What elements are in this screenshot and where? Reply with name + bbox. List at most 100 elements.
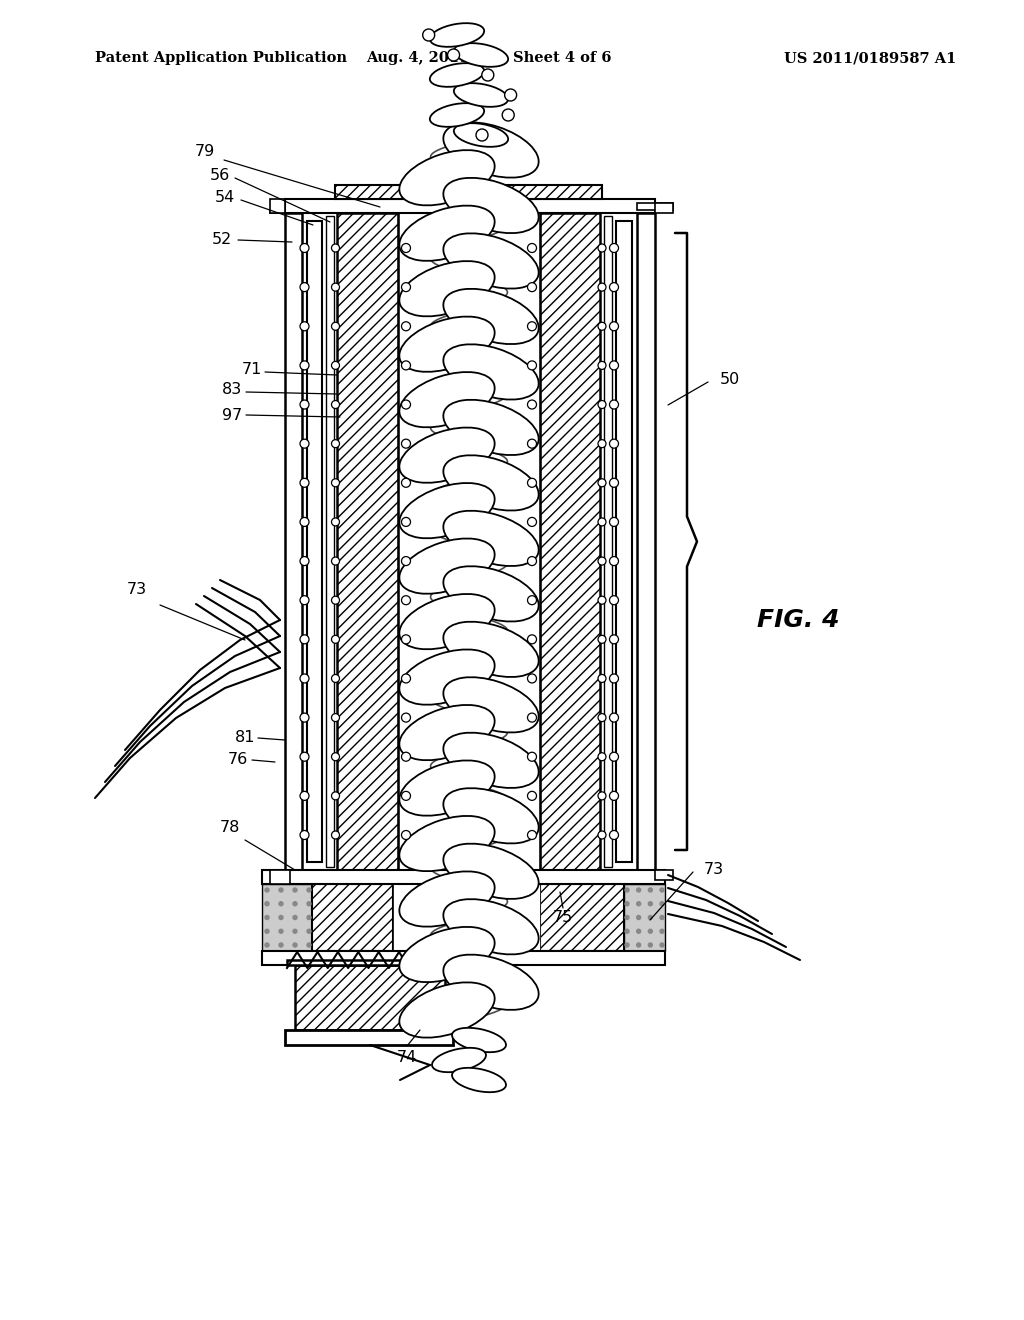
Circle shape [300,830,309,840]
Circle shape [300,243,309,252]
Circle shape [307,888,311,892]
Circle shape [265,942,269,946]
Circle shape [300,557,309,565]
Circle shape [332,557,340,565]
Polygon shape [270,211,285,213]
Circle shape [609,675,618,682]
Circle shape [598,714,606,722]
Bar [604,216,612,867]
Ellipse shape [454,123,508,147]
Circle shape [279,929,283,933]
Circle shape [401,830,411,840]
Circle shape [598,597,606,605]
Circle shape [401,478,411,487]
Circle shape [637,929,641,933]
Circle shape [598,557,606,565]
Ellipse shape [452,1068,506,1092]
Ellipse shape [454,83,508,107]
Bar [307,220,322,862]
Circle shape [293,942,297,946]
Circle shape [527,595,537,605]
Circle shape [332,479,340,487]
Ellipse shape [443,289,539,345]
Text: 56: 56 [210,168,230,182]
Text: 75: 75 [553,911,573,925]
Bar [398,213,540,870]
Circle shape [527,792,537,800]
Circle shape [598,479,606,487]
Ellipse shape [399,150,495,206]
Ellipse shape [399,317,495,372]
Bar [624,884,665,950]
Bar [312,884,393,950]
Circle shape [300,517,309,527]
Circle shape [401,400,411,409]
Circle shape [332,675,340,682]
Circle shape [332,832,340,840]
Circle shape [300,635,309,644]
Circle shape [527,830,537,840]
Circle shape [598,832,606,840]
Circle shape [447,49,460,61]
Circle shape [527,440,537,449]
Circle shape [332,792,340,800]
Text: 71: 71 [242,363,262,378]
Ellipse shape [443,178,539,234]
Circle shape [527,322,537,331]
Circle shape [293,888,297,892]
Circle shape [332,244,340,252]
Bar [655,870,673,880]
Circle shape [598,244,606,252]
Circle shape [648,929,652,933]
Circle shape [279,888,283,892]
Circle shape [625,902,629,906]
Ellipse shape [430,103,484,127]
Bar [270,870,290,884]
Circle shape [637,902,641,906]
Ellipse shape [443,345,539,400]
Ellipse shape [399,594,495,649]
Text: 78: 78 [220,821,241,836]
Circle shape [527,478,537,487]
Circle shape [307,902,311,906]
Circle shape [609,595,618,605]
Circle shape [527,400,537,409]
Circle shape [401,713,411,722]
Circle shape [598,400,606,408]
Circle shape [598,635,606,643]
Circle shape [332,635,340,643]
Circle shape [527,635,537,644]
Circle shape [609,360,618,370]
Circle shape [625,916,629,920]
Circle shape [609,322,618,331]
Circle shape [279,916,283,920]
Bar [285,1030,453,1045]
Bar [326,216,334,867]
Circle shape [637,942,641,946]
Bar [295,965,445,1030]
Circle shape [598,282,606,292]
Circle shape [660,902,664,906]
Circle shape [476,129,488,141]
Circle shape [332,440,340,447]
Circle shape [401,792,411,800]
Circle shape [307,916,311,920]
Ellipse shape [443,234,539,289]
Ellipse shape [443,622,539,677]
Circle shape [648,888,652,892]
Circle shape [609,635,618,644]
Text: 73: 73 [127,582,147,598]
Circle shape [609,752,618,762]
Circle shape [598,517,606,525]
Ellipse shape [454,44,508,67]
Circle shape [527,675,537,682]
Circle shape [300,675,309,682]
Ellipse shape [399,261,495,317]
Circle shape [300,478,309,487]
Circle shape [401,322,411,331]
Circle shape [609,282,618,292]
Text: 50: 50 [720,372,740,388]
Circle shape [401,517,411,527]
Circle shape [625,888,629,892]
Ellipse shape [443,400,539,455]
